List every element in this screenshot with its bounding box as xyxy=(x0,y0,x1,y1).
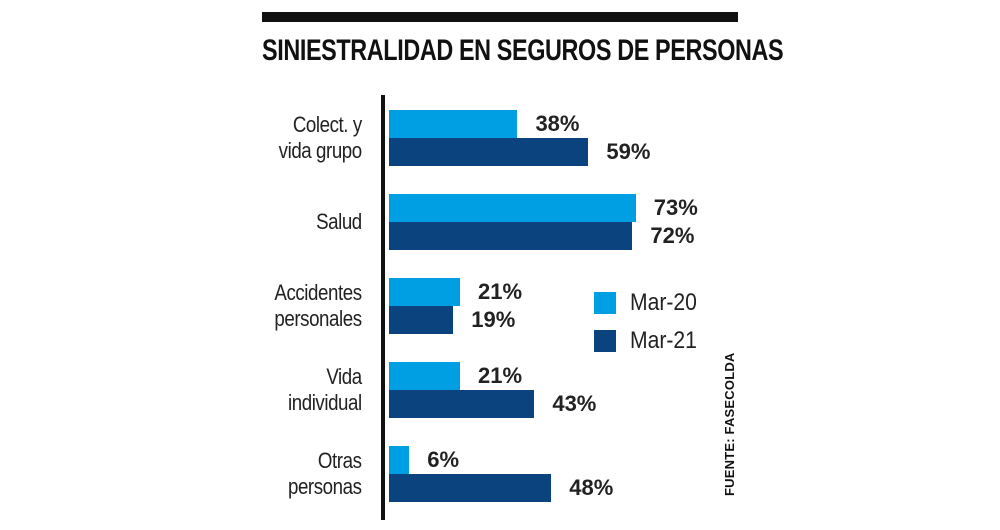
data-label: 48% xyxy=(569,475,614,500)
bar-mar-20 xyxy=(389,278,460,306)
data-label: 38% xyxy=(535,111,580,136)
data-label: 72% xyxy=(650,223,695,248)
bar-mar-21 xyxy=(389,474,552,502)
y-axis-line xyxy=(381,95,385,520)
data-label: 19% xyxy=(471,307,516,332)
data-label: 43% xyxy=(552,391,597,416)
bar-mar-21 xyxy=(389,390,535,418)
bar-mar-20 xyxy=(389,362,460,390)
bar-mar-21 xyxy=(389,138,589,166)
legend-label-mar-20: Mar-20 xyxy=(630,289,697,316)
bar-mar-21 xyxy=(389,306,454,334)
top-rule xyxy=(262,12,738,22)
data-label: 73% xyxy=(653,195,698,220)
bar-mar-20 xyxy=(389,446,410,474)
category-label: Accidentes personales xyxy=(274,280,363,331)
category-label: Salud xyxy=(316,209,362,234)
category-label: Vida individual xyxy=(288,364,362,415)
chart-title: SINIESTRALIDAD EN SEGUROS DE PERSONAS xyxy=(262,34,784,67)
legend-swatch-mar-21 xyxy=(594,330,616,352)
category-label: Otras personas xyxy=(288,448,362,499)
bar-mar-21 xyxy=(389,222,633,250)
bar-mar-20 xyxy=(389,194,636,222)
bar-mar-20 xyxy=(389,110,518,138)
data-label: 59% xyxy=(606,139,651,164)
data-label: 21% xyxy=(477,279,523,304)
source-note: FUENTE: FASECOLDA xyxy=(722,352,737,496)
data-label: 21% xyxy=(477,363,523,388)
legend-swatch-mar-20 xyxy=(594,292,616,314)
category-label: Colect. y vida grupo xyxy=(278,112,363,163)
data-label: 6% xyxy=(427,447,460,472)
legend-label-mar-21: Mar-21 xyxy=(630,327,697,354)
